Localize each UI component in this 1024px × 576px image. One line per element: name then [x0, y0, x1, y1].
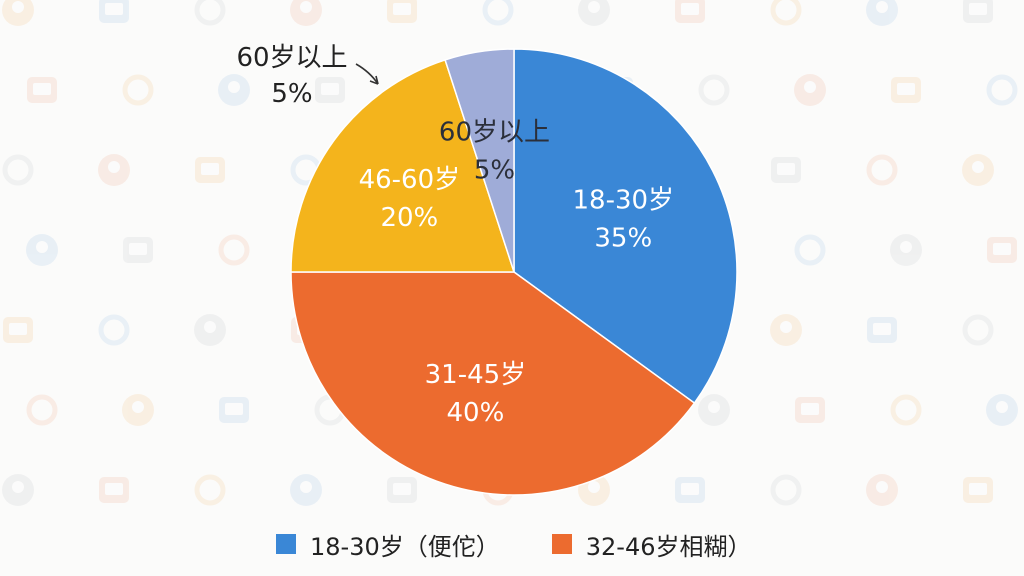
pie-slice: [513, 48, 738, 405]
background-avatar-icon: [26, 394, 58, 426]
background-avatar-icon: [987, 237, 1017, 263]
background-avatar-icon: [890, 234, 922, 266]
background-avatar-icon: [890, 394, 922, 426]
legend-item: 32-46岁相糊）: [551, 527, 752, 562]
background-avatar-icon: [315, 77, 345, 103]
background-avatar-icon: [482, 0, 514, 26]
callout-value-label: 5%: [271, 79, 312, 109]
background-avatar-icon: [2, 154, 34, 186]
slice-value-label: 35%: [594, 223, 652, 253]
background-avatar-icon: [122, 74, 154, 106]
background-avatar-icon: [675, 477, 705, 503]
background-avatar-icon: [698, 394, 730, 426]
background-avatar-icon: [219, 397, 249, 423]
background-avatar-icon: [99, 0, 129, 23]
background-avatar-icon: [123, 237, 153, 263]
background-avatar-icon: [98, 314, 130, 346]
pie-slice-labels: 18-30岁 35% 31-45岁 40% 46-60岁 20% 60岁以上 5%: [359, 118, 674, 428]
legend-label: 32-46岁相糊）: [585, 532, 752, 561]
pie-slice: [290, 58, 516, 273]
background-avatar-icon: [98, 154, 130, 186]
background-avatar-icon: [963, 477, 993, 503]
background-avatar-icon: [770, 474, 802, 506]
background-avatar-icon: [794, 234, 826, 266]
background-avatar-icon: [2, 0, 34, 26]
background-avatar-icon: [986, 394, 1018, 426]
background-avatar-icon: [2, 474, 34, 506]
background-avatar-icon: [963, 0, 993, 23]
background-avatar-icon: [3, 317, 33, 343]
legend-swatch: [551, 534, 572, 554]
background-avatar-icon: [122, 394, 154, 426]
background-avatar-icon: [794, 74, 826, 106]
callout-arrowhead: [369, 75, 379, 85]
background-avatar-icon: [387, 477, 417, 503]
callout-leader-line: [355, 63, 379, 85]
background-avatar-icon: [675, 0, 705, 23]
background-avatar-icon: [194, 474, 226, 506]
background-avatar-icon: [290, 474, 322, 506]
callout: 60岁以上 5%: [236, 43, 379, 109]
background-avatar-icon: [866, 0, 898, 26]
background-avatar-icon: [26, 234, 58, 266]
pie-slice: [290, 271, 696, 496]
slice-category-label: 18-30岁: [573, 185, 675, 215]
background-avatar-icon: [866, 474, 898, 506]
slice-value-label: 40%: [447, 398, 505, 428]
legend-swatch: [276, 534, 296, 554]
slice-value-label: 20%: [380, 203, 438, 233]
background-avatar-icon: [578, 0, 610, 26]
background-avatar-icon: [986, 74, 1018, 106]
background-avatar-icon: [962, 314, 994, 346]
legend: 18-30岁（便佗） 32-46岁相糊）: [276, 526, 752, 562]
background-avatar-icon: [290, 0, 322, 26]
slice-value-label: 5%: [474, 156, 515, 186]
slice-category-label: 60岁以上: [439, 118, 550, 148]
slice-category-label: 46-60岁: [359, 165, 461, 195]
background-avatar-icon: [962, 154, 994, 186]
background-avatar-icon: [218, 234, 250, 266]
background-avatar-icon: [194, 314, 226, 346]
background-avatar-icon: [867, 317, 897, 343]
pie-slice: [444, 48, 515, 273]
background-avatar-icon: [795, 397, 825, 423]
background-avatar-icon: [698, 74, 730, 106]
background-avatar-icon: [218, 74, 250, 106]
background-avatar-icon: [866, 154, 898, 186]
pie-slices: [290, 48, 738, 496]
background-avatar-icon: [891, 77, 921, 103]
legend-label: 18-30岁（便佗）: [310, 532, 500, 561]
background-avatar-icon: [27, 77, 57, 103]
background-avatar-icon: [770, 0, 802, 26]
callout-category-label: 60岁以上: [236, 43, 347, 73]
background-avatar-icon: [771, 157, 801, 183]
slice-category-label: 31-45岁: [425, 360, 527, 390]
background-avatar-icon: [770, 314, 802, 346]
legend-item: 18-30岁（便佗）: [276, 527, 500, 562]
background-avatar-icon: [195, 157, 225, 183]
background-avatar-icon: [387, 0, 417, 23]
background-avatar-icon: [99, 477, 129, 503]
background-avatar-icon: [194, 0, 226, 26]
